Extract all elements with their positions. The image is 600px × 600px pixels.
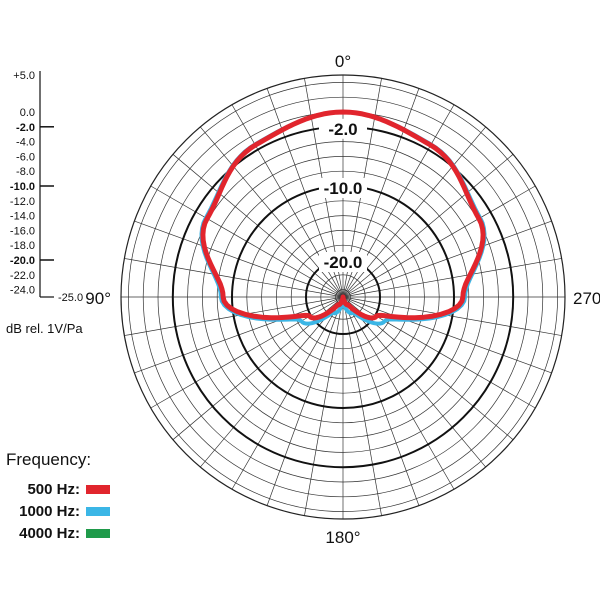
scale-label: -20.0 [10,255,35,267]
grid-ring [128,82,558,512]
scale-label: +5.0 [13,70,35,82]
legend-label: 1000 Hz: [19,502,80,520]
legend-swatch [86,484,110,494]
scale-label: -24.0 [10,285,35,297]
scale-label: -4.0 [16,137,35,149]
scale-label: -12.0 [10,196,35,208]
legend-label: 4000 Hz: [19,524,80,542]
legend-label: 500 Hz: [27,480,80,498]
legend: Frequency: 500 Hz: 1000 Hz: 4000 Hz: [6,450,110,544]
polar-curves [199,109,487,326]
legend-title: Frequency: [6,450,92,469]
scale-label: -18.0 [10,240,35,252]
ring-label: -10.0 [324,179,363,198]
grid-ring [276,230,410,364]
grid-ring [202,156,484,438]
scale-label: -22.0 [10,270,35,282]
grid-ring [261,215,425,379]
scale-label: -8.0 [16,166,35,178]
legend-swatch [86,528,110,538]
ring-label-bg [319,178,367,198]
scale-label: -14.0 [10,211,35,223]
grid-ring [142,96,544,498]
angle-label: 180° [325,528,360,547]
angle-label: 270° [573,289,600,308]
legend-item-4000hz: 4000 Hz: [6,522,110,544]
grid-ring-outer [120,74,566,520]
grid-ring [216,170,470,424]
ring-label: -20.0 [324,253,363,272]
scale-label: -16.0 [10,225,35,237]
series-curve-500hz [200,109,486,321]
ring-label-bg [319,252,367,272]
scale-label: -2.0 [16,122,35,134]
polar-labels: 0° 90° 180° 270° -2.0 -10.0 -20.0 [85,52,600,547]
scale-label: -10.0 [10,181,35,193]
ring-label-bg [319,118,367,139]
grid-ring [187,141,499,453]
ring-label: -2.0 [328,120,357,139]
db-scale: +5.0 0.0 -2.0 -4.0 -6.0 -8.0 -10.0 -12.0 -14.0 -1… [6,70,83,336]
grid-ring [320,274,366,320]
grid-ring [246,200,440,394]
scale-label: -25.0 [58,292,83,304]
scale-label: -6.0 [16,151,35,163]
legend-swatch [86,506,110,516]
legend-item-1000hz: 1000 Hz: [6,500,110,522]
scale-unit-label: dB rel. 1V/Pa [6,321,83,336]
angle-label: 0° [335,52,351,71]
scale-label: 0.0 [20,107,35,119]
polar-grid [120,74,566,520]
grid-ring [290,244,396,350]
legend-item-500hz: 500 Hz: [6,478,110,500]
angle-label: 90° [85,289,111,308]
